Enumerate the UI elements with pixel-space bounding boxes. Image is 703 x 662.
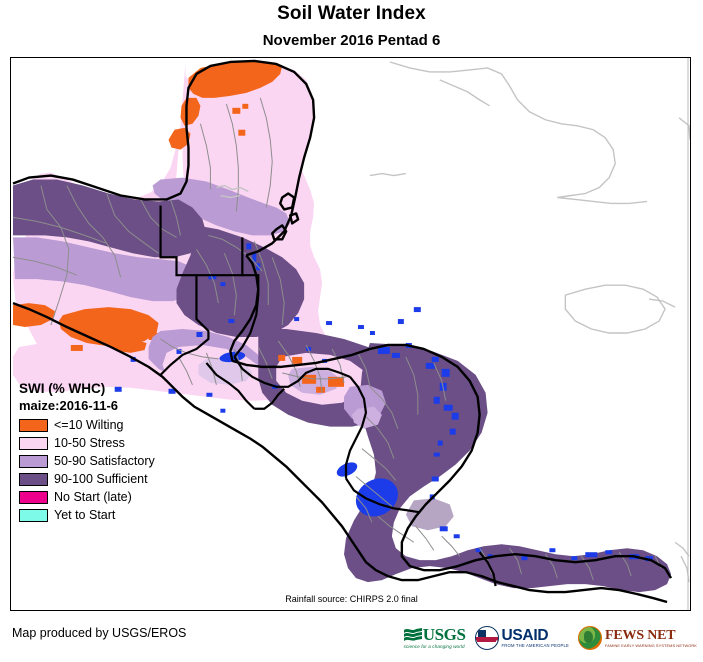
- fewsnet-logo-tagline: FAMINE EARLY WARNING SYSTEMS NETWORK: [605, 642, 697, 648]
- page-title: Soil Water Index: [277, 3, 426, 24]
- usgs-logo-tagline: science for a changing world: [403, 644, 465, 649]
- swi-raster-layer: [12, 60, 672, 593]
- legend-label-stress: 10-50 Stress: [54, 435, 125, 450]
- coastline-layer: [12, 59, 673, 604]
- country-borders-layer: [159, 205, 497, 587]
- legend-label-wilting: <=10 Wilting: [54, 417, 124, 432]
- fewsnet-globe-icon: [578, 626, 603, 650]
- legend-swatch-wilting: [19, 418, 48, 432]
- legend-label-yet-to-start: Yet to Start: [54, 507, 116, 522]
- usgs-wave-icon: [403, 628, 422, 641]
- legend-subtitle: maize:2016-11-6: [19, 398, 119, 413]
- usaid-logo[interactable]: USAID FROM THE AMERICAN PEOPLE: [474, 621, 570, 655]
- legend-item-wilting[interactable]: <=10 Wilting: [19, 416, 155, 434]
- legend-swatch-no-start: [19, 490, 48, 504]
- legend-item-yet-to-start[interactable]: Yet to Start: [19, 506, 155, 524]
- usaid-logo-tagline: FROM THE AMERICAN PEOPLE: [501, 642, 570, 648]
- legend-swatch-satisfactory: [19, 454, 48, 468]
- logo-bar: USGS science for a changing world USAID …: [403, 620, 697, 656]
- legend-item-sufficient[interactable]: 90-100 Sufficient: [19, 470, 155, 488]
- usaid-seal-icon: [474, 626, 499, 650]
- foreign-coastline-layer: [216, 61, 690, 583]
- fewsnet-logo[interactable]: FEWS NET FAMINE EARLY WARNING SYSTEMS NE…: [578, 621, 697, 655]
- rainfall-source-note: Rainfall source: CHIRPS 2.0 final: [285, 594, 418, 604]
- usgs-logo[interactable]: USGS science for a changing world: [403, 621, 466, 655]
- legend-swatch-sufficient: [19, 472, 48, 486]
- legend-title: SWI (% WHC): [19, 381, 106, 396]
- legend-label-satisfactory: 50-90 Satisfactory: [54, 453, 155, 468]
- legend-item-stress[interactable]: 10-50 Stress: [19, 434, 155, 452]
- legend-swatch-stress: [19, 436, 48, 450]
- usaid-logo-text: USAID: [501, 626, 549, 644]
- map-credit: Map produced by USGS/EROS: [12, 626, 187, 640]
- map-frame[interactable]: SWI (% WHC) maize:2016-11-6 <=10 Wilting…: [10, 57, 691, 611]
- legend-swatch-yet-to-start: [19, 508, 48, 522]
- legend-label-no-start: No Start (late): [54, 489, 132, 504]
- page-subtitle: November 2016 Pentad 6: [262, 32, 441, 49]
- usgs-logo-text: USGS: [422, 625, 466, 644]
- legend-item-satisfactory[interactable]: 50-90 Satisfactory: [19, 452, 155, 470]
- map-canvas[interactable]: [11, 58, 690, 610]
- map-legend: SWI (% WHC) maize:2016-11-6 <=10 Wilting…: [19, 380, 155, 524]
- fewsnet-logo-text: FEWS NET: [605, 627, 676, 643]
- legend-item-no-start[interactable]: No Start (late): [19, 488, 155, 506]
- legend-label-sufficient: 90-100 Sufficient: [54, 471, 148, 486]
